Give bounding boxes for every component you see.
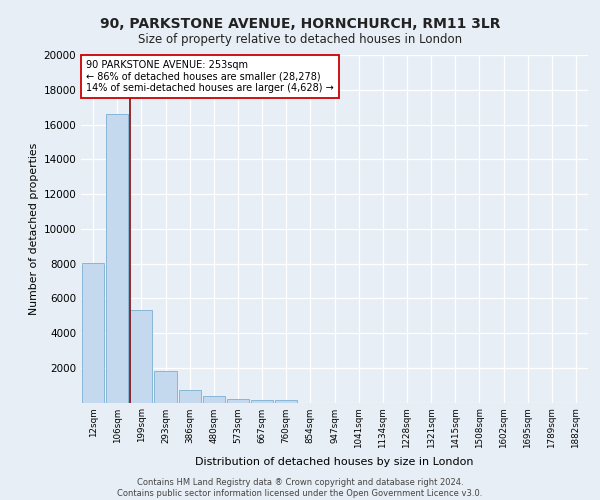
- Bar: [154, 371, 176, 402]
- Bar: [203, 396, 225, 402]
- Bar: [227, 398, 249, 402]
- Text: 90, PARKSTONE AVENUE, HORNCHURCH, RM11 3LR: 90, PARKSTONE AVENUE, HORNCHURCH, RM11 3…: [100, 18, 500, 32]
- Text: Contains HM Land Registry data ® Crown copyright and database right 2024.
Contai: Contains HM Land Registry data ® Crown c…: [118, 478, 482, 498]
- Bar: [251, 400, 273, 402]
- Bar: [82, 262, 104, 402]
- Bar: [275, 400, 298, 402]
- Bar: [130, 310, 152, 402]
- X-axis label: Distribution of detached houses by size in London: Distribution of detached houses by size …: [195, 456, 474, 466]
- Text: 90 PARKSTONE AVENUE: 253sqm
← 86% of detached houses are smaller (28,278)
14% of: 90 PARKSTONE AVENUE: 253sqm ← 86% of det…: [86, 60, 334, 94]
- Bar: [106, 114, 128, 403]
- Text: Size of property relative to detached houses in London: Size of property relative to detached ho…: [138, 32, 462, 46]
- Bar: [179, 390, 201, 402]
- Y-axis label: Number of detached properties: Number of detached properties: [29, 142, 39, 315]
